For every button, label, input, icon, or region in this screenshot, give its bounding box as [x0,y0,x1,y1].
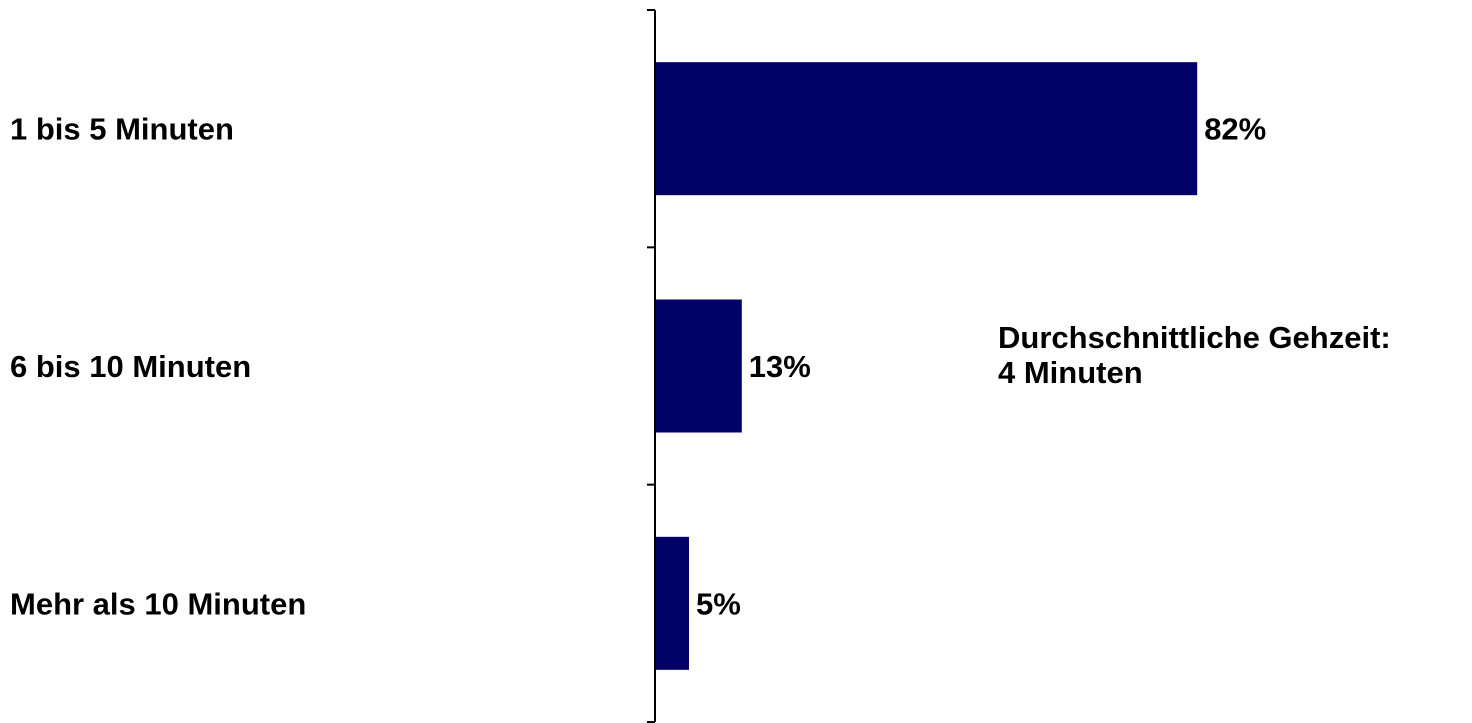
category-label: 6 bis 10 Minuten [10,349,251,384]
annotation-line-2: 4 Minuten [998,355,1143,390]
data-label: 5% [696,586,741,621]
average-walking-time-annotation: Durchschnittliche Gehzeit: 4 Minuten [998,320,1391,390]
bar [656,62,1198,196]
bar [656,299,742,433]
bar [656,536,689,670]
category-label: Mehr als 10 Minuten [10,586,306,621]
data-label: 82% [1204,112,1266,147]
data-label: 13% [749,349,811,384]
annotation-line-1: Durchschnittliche Gehzeit: [998,320,1391,355]
category-label: 1 bis 5 Minuten [10,112,234,147]
